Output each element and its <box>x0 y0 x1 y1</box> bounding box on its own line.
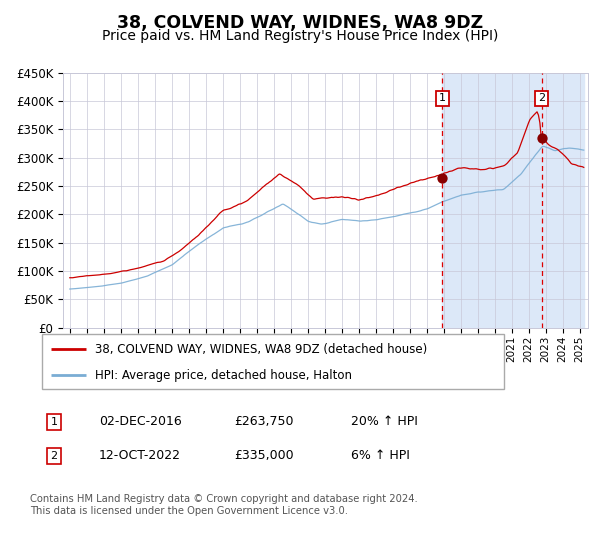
Point <box>537 133 547 142</box>
Bar <box>442 73 584 328</box>
Text: 1: 1 <box>50 417 58 427</box>
Text: 6% ↑ HPI: 6% ↑ HPI <box>351 449 410 463</box>
Text: 2: 2 <box>538 94 545 103</box>
Text: Price paid vs. HM Land Registry's House Price Index (HPI): Price paid vs. HM Land Registry's House … <box>102 29 498 43</box>
Text: 1: 1 <box>439 94 446 103</box>
Text: 38, COLVEND WAY, WIDNES, WA8 9DZ (detached house): 38, COLVEND WAY, WIDNES, WA8 9DZ (detach… <box>95 343 427 356</box>
Text: £263,750: £263,750 <box>234 415 293 428</box>
Text: 20% ↑ HPI: 20% ↑ HPI <box>351 415 418 428</box>
Text: 02-DEC-2016: 02-DEC-2016 <box>99 415 182 428</box>
Text: 2: 2 <box>50 451 58 461</box>
Text: £335,000: £335,000 <box>234 449 293 463</box>
Text: Contains HM Land Registry data © Crown copyright and database right 2024.
This d: Contains HM Land Registry data © Crown c… <box>30 494 418 516</box>
Text: HPI: Average price, detached house, Halton: HPI: Average price, detached house, Halt… <box>95 369 352 382</box>
Text: 12-OCT-2022: 12-OCT-2022 <box>99 449 181 463</box>
Point <box>437 174 447 183</box>
Text: 38, COLVEND WAY, WIDNES, WA8 9DZ: 38, COLVEND WAY, WIDNES, WA8 9DZ <box>117 14 483 32</box>
